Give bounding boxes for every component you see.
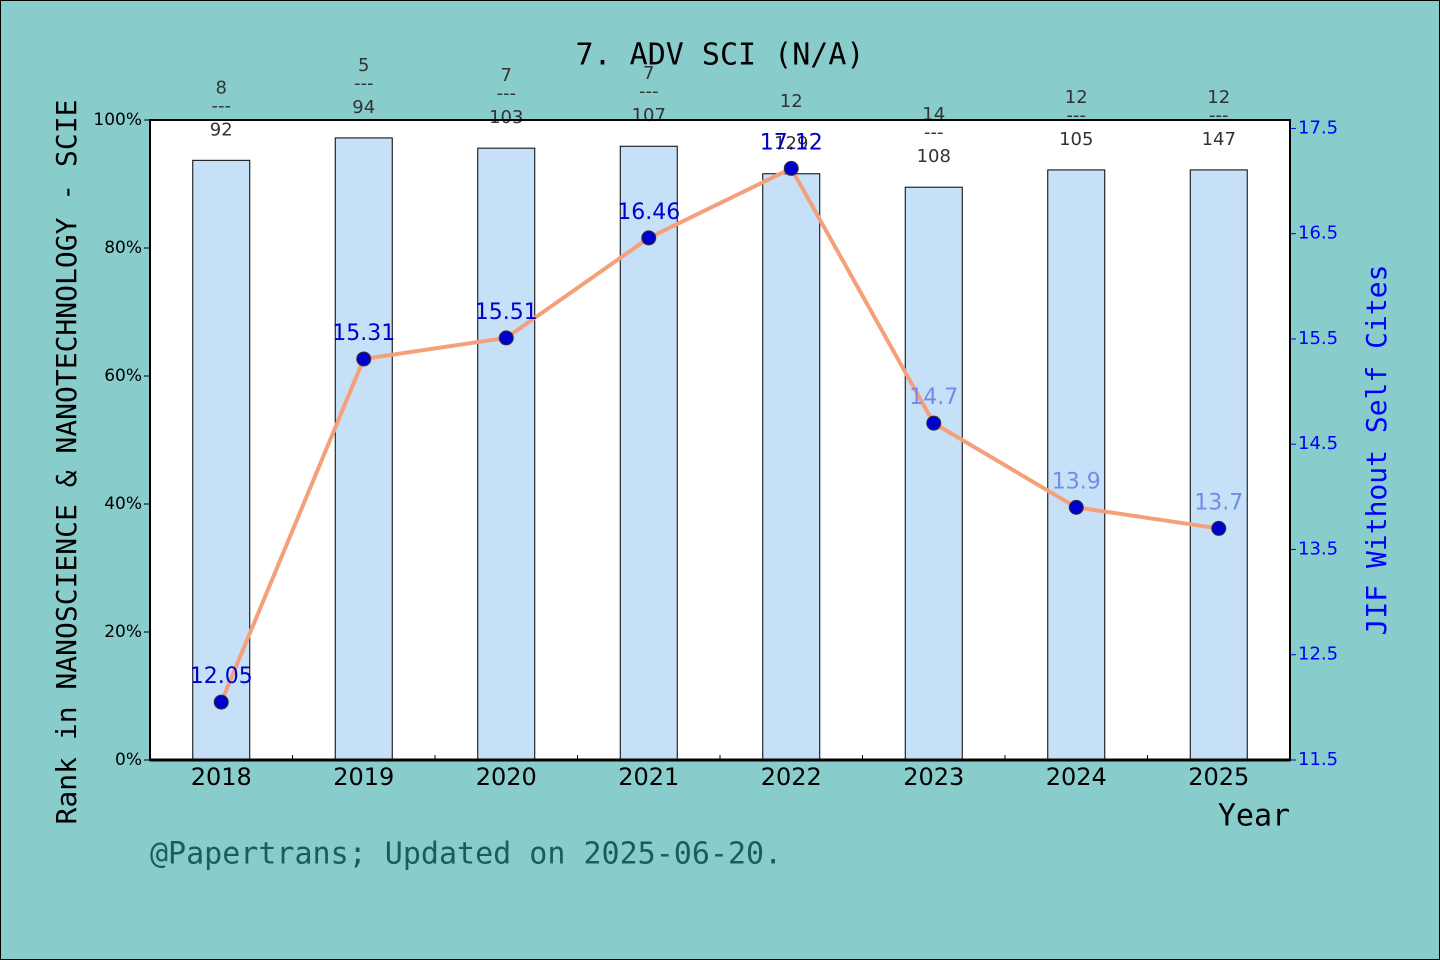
bar-label: --- <box>212 95 232 116</box>
bar <box>1189 169 1248 761</box>
line-value-label: 15.51 <box>475 300 538 325</box>
bar-label: --- <box>924 122 944 143</box>
line-value-label: 14.7 <box>909 385 958 410</box>
bar-label: --- <box>354 73 374 94</box>
bar-label: 7 <box>643 63 654 84</box>
bar-label: 5 <box>358 55 369 76</box>
bar <box>334 137 393 761</box>
bar-label: 94 <box>352 97 375 118</box>
bar <box>477 147 536 761</box>
line-marker <box>1211 520 1227 536</box>
bar-label: 129 <box>774 133 808 154</box>
x-tick-label: 2020 <box>476 763 537 791</box>
bar-label: 103 <box>489 107 523 128</box>
x-tick-label: 2023 <box>903 763 964 791</box>
bar-label: 92 <box>210 119 233 140</box>
y-axis-label: Rank in NANOSCIENCE & NANOTECHNOLOGY - S… <box>50 100 83 825</box>
plot-area <box>150 120 1290 760</box>
y2-tick-label: 11.5 <box>1298 749 1338 770</box>
footer: @Papertrans; Updated on 2025-06-20. <box>150 837 782 872</box>
bar <box>619 145 678 761</box>
line-marker <box>498 330 514 346</box>
y2-tick-label: 17.5 <box>1298 117 1338 138</box>
line-marker <box>641 230 657 246</box>
line-marker <box>926 415 942 431</box>
line-value-label: 15.31 <box>332 321 395 346</box>
chart-title: 7. ADV SCI (N/A) <box>576 38 865 73</box>
x-tick-label: 2022 <box>761 763 822 791</box>
bar-label: 7 <box>501 65 512 86</box>
bar-label: --- <box>497 83 517 104</box>
line-marker <box>356 351 372 367</box>
y2-tick-label: 13.5 <box>1298 538 1338 559</box>
bar-label: 105 <box>1059 129 1093 150</box>
bar-label: 12 <box>1207 87 1230 108</box>
y-tick-label: 40% <box>104 494 142 514</box>
bar-label: 12 <box>1065 87 1088 108</box>
line-value-label: 16.46 <box>617 200 680 225</box>
bar <box>904 186 963 761</box>
line-value-label: 13.7 <box>1194 490 1243 515</box>
x-tick-label: 2018 <box>191 763 252 791</box>
y-tick-label: 80% <box>104 238 142 258</box>
line-value-label: 17.12 <box>760 130 823 155</box>
line-value-label: 13.9 <box>1052 469 1101 494</box>
bar-label: 147 <box>1202 129 1236 150</box>
line-marker <box>213 694 229 710</box>
x-tick-label: 2024 <box>1046 763 1107 791</box>
bar <box>1047 169 1106 761</box>
bar-label: 108 <box>917 146 951 167</box>
y2-tick-label: 12.5 <box>1298 644 1338 665</box>
bar <box>762 173 821 761</box>
bar-label: 12 <box>780 91 803 112</box>
bar-label: --- <box>639 81 659 102</box>
line-marker <box>783 160 799 176</box>
x-axis-label: Year <box>1218 799 1290 834</box>
line <box>219 165 1220 703</box>
x-tick-label: 2021 <box>618 763 679 791</box>
line-value-label: 12.05 <box>190 664 253 689</box>
y2-axis-label: JIF Without Self Cites <box>1360 265 1393 636</box>
bar-label: --- <box>1209 105 1229 126</box>
bar-label: 8 <box>216 77 227 98</box>
y2-tick-label: 14.5 <box>1298 433 1338 454</box>
y-tick-label: 0% <box>115 750 142 770</box>
y-tick-label: 60% <box>104 366 142 386</box>
x-tick-label: 2025 <box>1188 763 1249 791</box>
line-marker <box>1068 499 1084 515</box>
y2-tick-label: 15.5 <box>1298 328 1338 349</box>
bar-label: 107 <box>632 105 666 126</box>
x-tick-label: 2019 <box>333 763 394 791</box>
bar-label: --- <box>1067 105 1087 126</box>
y2-tick-label: 16.5 <box>1298 223 1338 244</box>
y-tick-label: 20% <box>104 622 142 642</box>
y-tick-label: 100% <box>93 110 142 130</box>
